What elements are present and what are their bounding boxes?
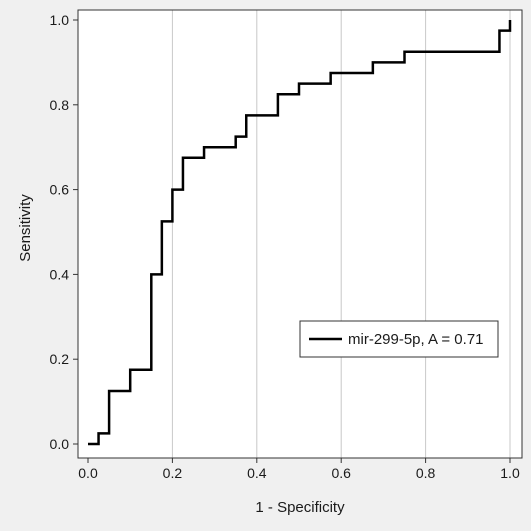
x-tick-label: 0.8 <box>416 465 436 481</box>
x-tick-label: 0.0 <box>78 465 98 481</box>
x-tick-label: 0.4 <box>247 465 267 481</box>
y-tick-label: 0.0 <box>50 436 70 452</box>
x-tick-label: 0.6 <box>331 465 351 481</box>
plot-area <box>78 10 522 458</box>
y-axis-title: Sensitivity <box>17 194 34 262</box>
y-tick-label: 0.2 <box>50 351 70 367</box>
legend-label: mir-299-5p, A = 0.71 <box>348 331 484 348</box>
legend: mir-299-5p, A = 0.71 <box>299 320 499 358</box>
plot-frame <box>77 9 523 459</box>
x-axis-ticks: 0.0 0.2 0.4 0.6 0.8 1.0 <box>78 458 520 481</box>
y-tick-label: 0.6 <box>50 182 70 198</box>
x-axis-title: 1 - Specificity <box>255 499 345 516</box>
y-axis-ticks: 0.0 0.2 0.4 0.6 0.8 1.0 <box>50 12 78 452</box>
grid-lines <box>171 10 511 458</box>
roc-curve-line <box>88 20 512 446</box>
x-tick-label: 0.2 <box>163 465 183 481</box>
y-tick-label: 0.4 <box>50 266 70 282</box>
x-tick-label: 1.0 <box>500 465 520 481</box>
y-tick-label: 0.8 <box>50 97 70 113</box>
y-tick-label: 1.0 <box>50 12 70 28</box>
